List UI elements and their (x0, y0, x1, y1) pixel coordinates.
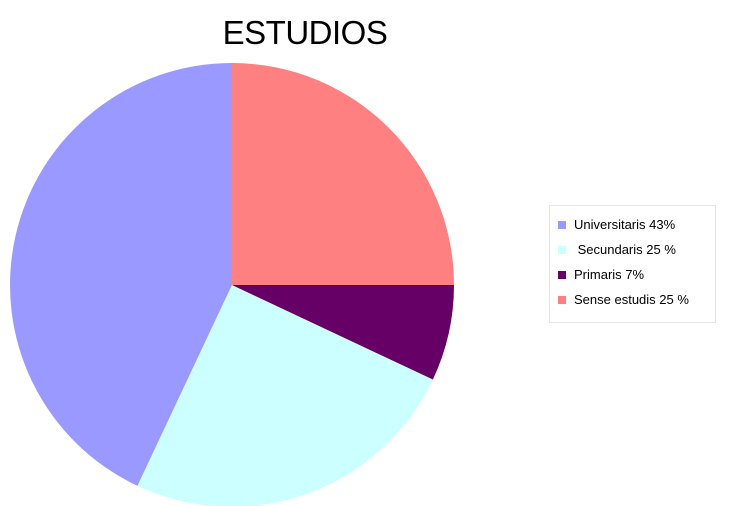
legend-item-universitaris: Universitaris 43% (558, 212, 715, 237)
legend-swatch-sense-estudis (558, 295, 566, 304)
legend-label-primaris: Primaris 7% (574, 267, 645, 282)
pie-slice-secundaris (137, 285, 433, 506)
legend: Universitaris 43% Secundaris 25 % Primar… (549, 205, 716, 323)
legend-label-secundaris: Secundaris 25 % (574, 242, 676, 257)
legend-item-sense-estudis: Sense estudis 25 % (558, 287, 715, 312)
pie-slice-primaris (232, 285, 454, 380)
legend-swatch-primaris (558, 270, 566, 279)
pie-slice-sense-estudis (232, 63, 454, 285)
legend-label-sense-estudis: Sense estudis 25 % (574, 292, 689, 307)
chart-title: ESTUDIOS (222, 14, 388, 51)
legend-swatch-secundaris (558, 245, 566, 254)
pie-slices (10, 63, 454, 506)
pie-slice-universitaris (10, 63, 232, 486)
legend-item-secundaris: Secundaris 25 % (558, 237, 715, 262)
legend-label-universitaris: Universitaris 43% (574, 217, 676, 232)
legend-item-primaris: Primaris 7% (558, 262, 715, 287)
legend-swatch-universitaris (558, 220, 566, 229)
